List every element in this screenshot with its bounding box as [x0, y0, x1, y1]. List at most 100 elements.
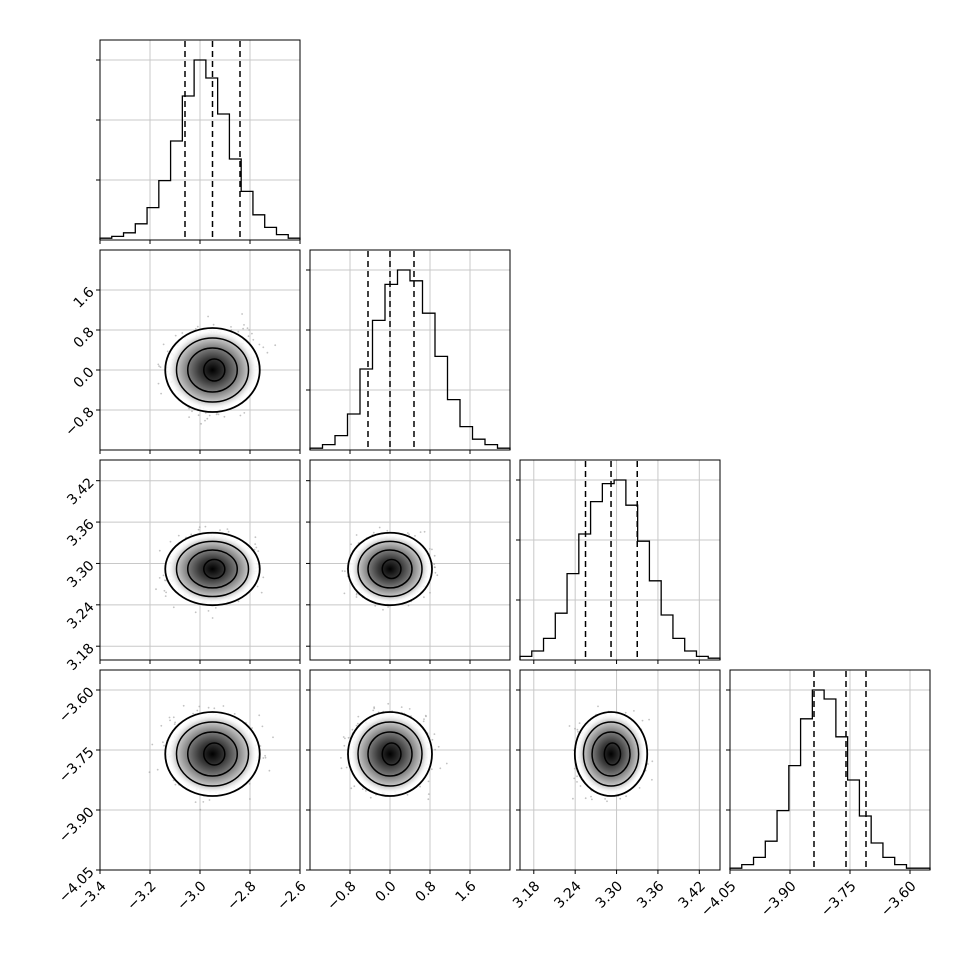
y-tick-label: 1.6 — [71, 284, 98, 311]
sample-point — [169, 719, 171, 722]
panel-0-0 — [96, 39, 301, 244]
sample-point — [196, 325, 199, 328]
sample-point — [237, 600, 240, 603]
sample-point — [355, 534, 358, 536]
sample-point — [374, 604, 377, 607]
sample-point — [155, 588, 157, 591]
sample-point — [357, 715, 360, 718]
sample-point — [177, 534, 180, 537]
sample-point — [439, 767, 442, 770]
sample-point — [445, 762, 448, 765]
sample-point — [190, 533, 193, 536]
sample-point — [341, 570, 344, 572]
sample-point — [340, 757, 342, 759]
sample-point — [219, 529, 221, 531]
sample-point — [357, 722, 359, 725]
sample-point — [191, 410, 193, 413]
y-tick-label: −3.75 — [56, 744, 98, 786]
sample-point — [361, 788, 364, 790]
density-fill — [167, 714, 258, 794]
sample-point — [241, 313, 244, 315]
panel-3-0: −4.05−3.90−3.75−3.60−3.4 −3.2 −3.0 −2.8 −2.6 — [56, 669, 310, 914]
sample-point — [157, 382, 160, 385]
sample-point — [406, 532, 409, 534]
sample-point — [423, 718, 425, 720]
sample-point — [182, 704, 185, 707]
sample-point — [347, 736, 350, 739]
sample-point — [162, 343, 165, 346]
sample-point — [237, 330, 240, 333]
sample-point — [427, 780, 430, 783]
sample-point — [624, 711, 627, 714]
density-fill — [350, 714, 430, 794]
sample-point — [254, 536, 257, 539]
sample-point — [247, 335, 250, 338]
sample-point — [262, 576, 265, 579]
sample-point — [217, 413, 220, 416]
sample-point — [606, 800, 608, 803]
sample-point — [172, 716, 175, 719]
sample-point — [378, 526, 381, 529]
sample-point — [164, 579, 166, 582]
sample-point — [160, 724, 163, 727]
sample-point — [260, 591, 263, 594]
sample-point — [434, 571, 437, 574]
sample-point — [431, 548, 433, 551]
sample-point — [223, 415, 226, 418]
sample-point — [207, 610, 210, 612]
sample-point — [207, 706, 210, 709]
sample-point — [174, 783, 177, 786]
y-tick-label: 3.42 — [64, 475, 97, 508]
sample-point — [158, 365, 161, 367]
sample-point — [148, 771, 151, 774]
panel-3-1: −0.8 0.0 0.8 1.6 — [306, 669, 511, 914]
sample-point — [266, 351, 269, 354]
contour-line-1 — [175, 337, 250, 403]
sample-point — [251, 332, 253, 335]
sample-point — [422, 720, 425, 723]
axes-frame — [309, 249, 511, 451]
sample-point — [648, 718, 650, 721]
density-fill — [167, 534, 258, 604]
sample-point — [202, 801, 205, 803]
sample-point — [166, 350, 169, 353]
sample-point — [382, 608, 384, 611]
sample-point — [249, 798, 251, 800]
sample-point — [197, 528, 200, 531]
sample-point — [156, 768, 159, 771]
sample-point — [242, 327, 245, 330]
sample-point — [197, 414, 200, 417]
sample-point — [433, 566, 436, 568]
sample-point — [258, 714, 261, 717]
sample-point — [431, 738, 434, 741]
x-tick-label: 0.8 — [413, 878, 440, 905]
sample-point — [254, 543, 257, 545]
sample-point — [387, 606, 389, 608]
sample-point — [419, 785, 421, 788]
x-tick-label: −2.6 — [274, 878, 309, 913]
sample-point — [584, 797, 587, 800]
sample-point — [423, 530, 426, 533]
sample-point — [257, 550, 260, 552]
sample-point — [437, 745, 440, 748]
sample-point — [423, 596, 425, 599]
sample-point — [258, 343, 261, 346]
sample-point — [433, 563, 436, 566]
sample-point — [151, 743, 154, 746]
sample-point — [252, 338, 255, 341]
sample-point — [340, 767, 343, 770]
sample-point — [233, 713, 236, 715]
sample-point — [158, 577, 161, 579]
sample-point — [427, 793, 430, 795]
sample-point — [369, 796, 372, 799]
x-tick-label: −0.8 — [324, 878, 359, 913]
sample-point — [208, 414, 211, 417]
sample-point — [408, 708, 411, 710]
sample-point — [246, 327, 249, 330]
axes-frame — [519, 459, 721, 661]
sample-point — [414, 535, 416, 537]
sample-point — [430, 768, 433, 771]
sample-point — [262, 346, 265, 349]
sample-point — [343, 592, 346, 595]
